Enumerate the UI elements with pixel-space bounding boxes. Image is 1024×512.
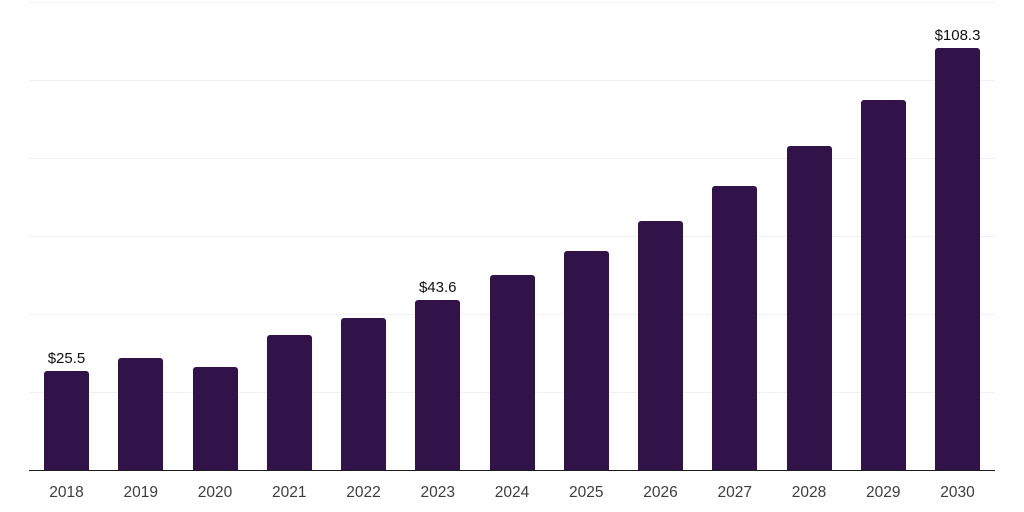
- bar-2019: [118, 358, 164, 470]
- gridline-80: [29, 158, 995, 160]
- bar-value-label-2018: $25.5: [47, 349, 86, 367]
- bar-2018: [44, 370, 89, 470]
- bar-cell-2021: [266, 2, 312, 470]
- x-tick-label-2025: 2025: [569, 484, 604, 501]
- bar-value-label-2023: $43.6: [418, 278, 457, 296]
- x-tick-label-2029: 2029: [866, 484, 901, 501]
- bar-cell-2027: [712, 2, 758, 470]
- bar-value-label-2030: $108.3: [934, 26, 981, 44]
- bar-cell-2024: [489, 2, 535, 470]
- x-tick-label-2023: 2023: [420, 484, 455, 501]
- x-tick-label-2021: 2021: [272, 484, 307, 501]
- bar-cell-2030: $108.3: [935, 2, 980, 470]
- gridline-120: [29, 2, 995, 3]
- x-tick-label-2028: 2028: [791, 484, 827, 501]
- x-axis: 2018 2019 2020 2021 2022 2023 2024 2025 2026 2027…: [29, 484, 995, 503]
- bar-2021: [266, 335, 312, 470]
- bar-2029: [860, 99, 906, 470]
- bar-2026: [638, 220, 683, 470]
- x-tick-label-2027: 2027: [717, 484, 752, 501]
- gridline-60: [29, 236, 995, 237]
- bar-cell-2028: [786, 2, 832, 470]
- bar-2022: [341, 318, 386, 470]
- x-tick-label-2026: 2026: [643, 484, 678, 501]
- x-tick-label-2022: 2022: [346, 484, 381, 501]
- bar-cell-2018: $25.5: [44, 2, 89, 470]
- bar-cell-2023: $43.6: [415, 2, 461, 470]
- x-tick-label-2030: 2030: [940, 484, 975, 501]
- bar-2020: [192, 367, 238, 470]
- x-tick-label-2018: 2018: [49, 484, 84, 501]
- bar-cell-2025: [563, 2, 609, 470]
- bar-2024: [489, 275, 535, 470]
- bar-cell-2022: [341, 2, 386, 470]
- x-tick-label-2020: 2020: [197, 484, 233, 501]
- bar-2023: [415, 299, 461, 470]
- plot-area: $25.5 $43.6 $108.3: [29, 2, 995, 471]
- bar-cell-2019: [118, 2, 164, 470]
- bar-2025: [563, 250, 609, 470]
- bar-2027: [712, 186, 758, 470]
- bars-row: $25.5 $43.6 $108.3: [29, 2, 995, 470]
- bar-cell-2029: [860, 2, 906, 470]
- bar-2028: [786, 145, 832, 470]
- x-tick-label-2019: 2019: [123, 484, 158, 501]
- bar-cell-2020: [192, 2, 238, 470]
- bar-2030: [935, 47, 980, 470]
- bar-cell-2026: [638, 2, 683, 470]
- gridline-100: [29, 80, 995, 81]
- x-tick-label-2024: 2024: [494, 484, 530, 501]
